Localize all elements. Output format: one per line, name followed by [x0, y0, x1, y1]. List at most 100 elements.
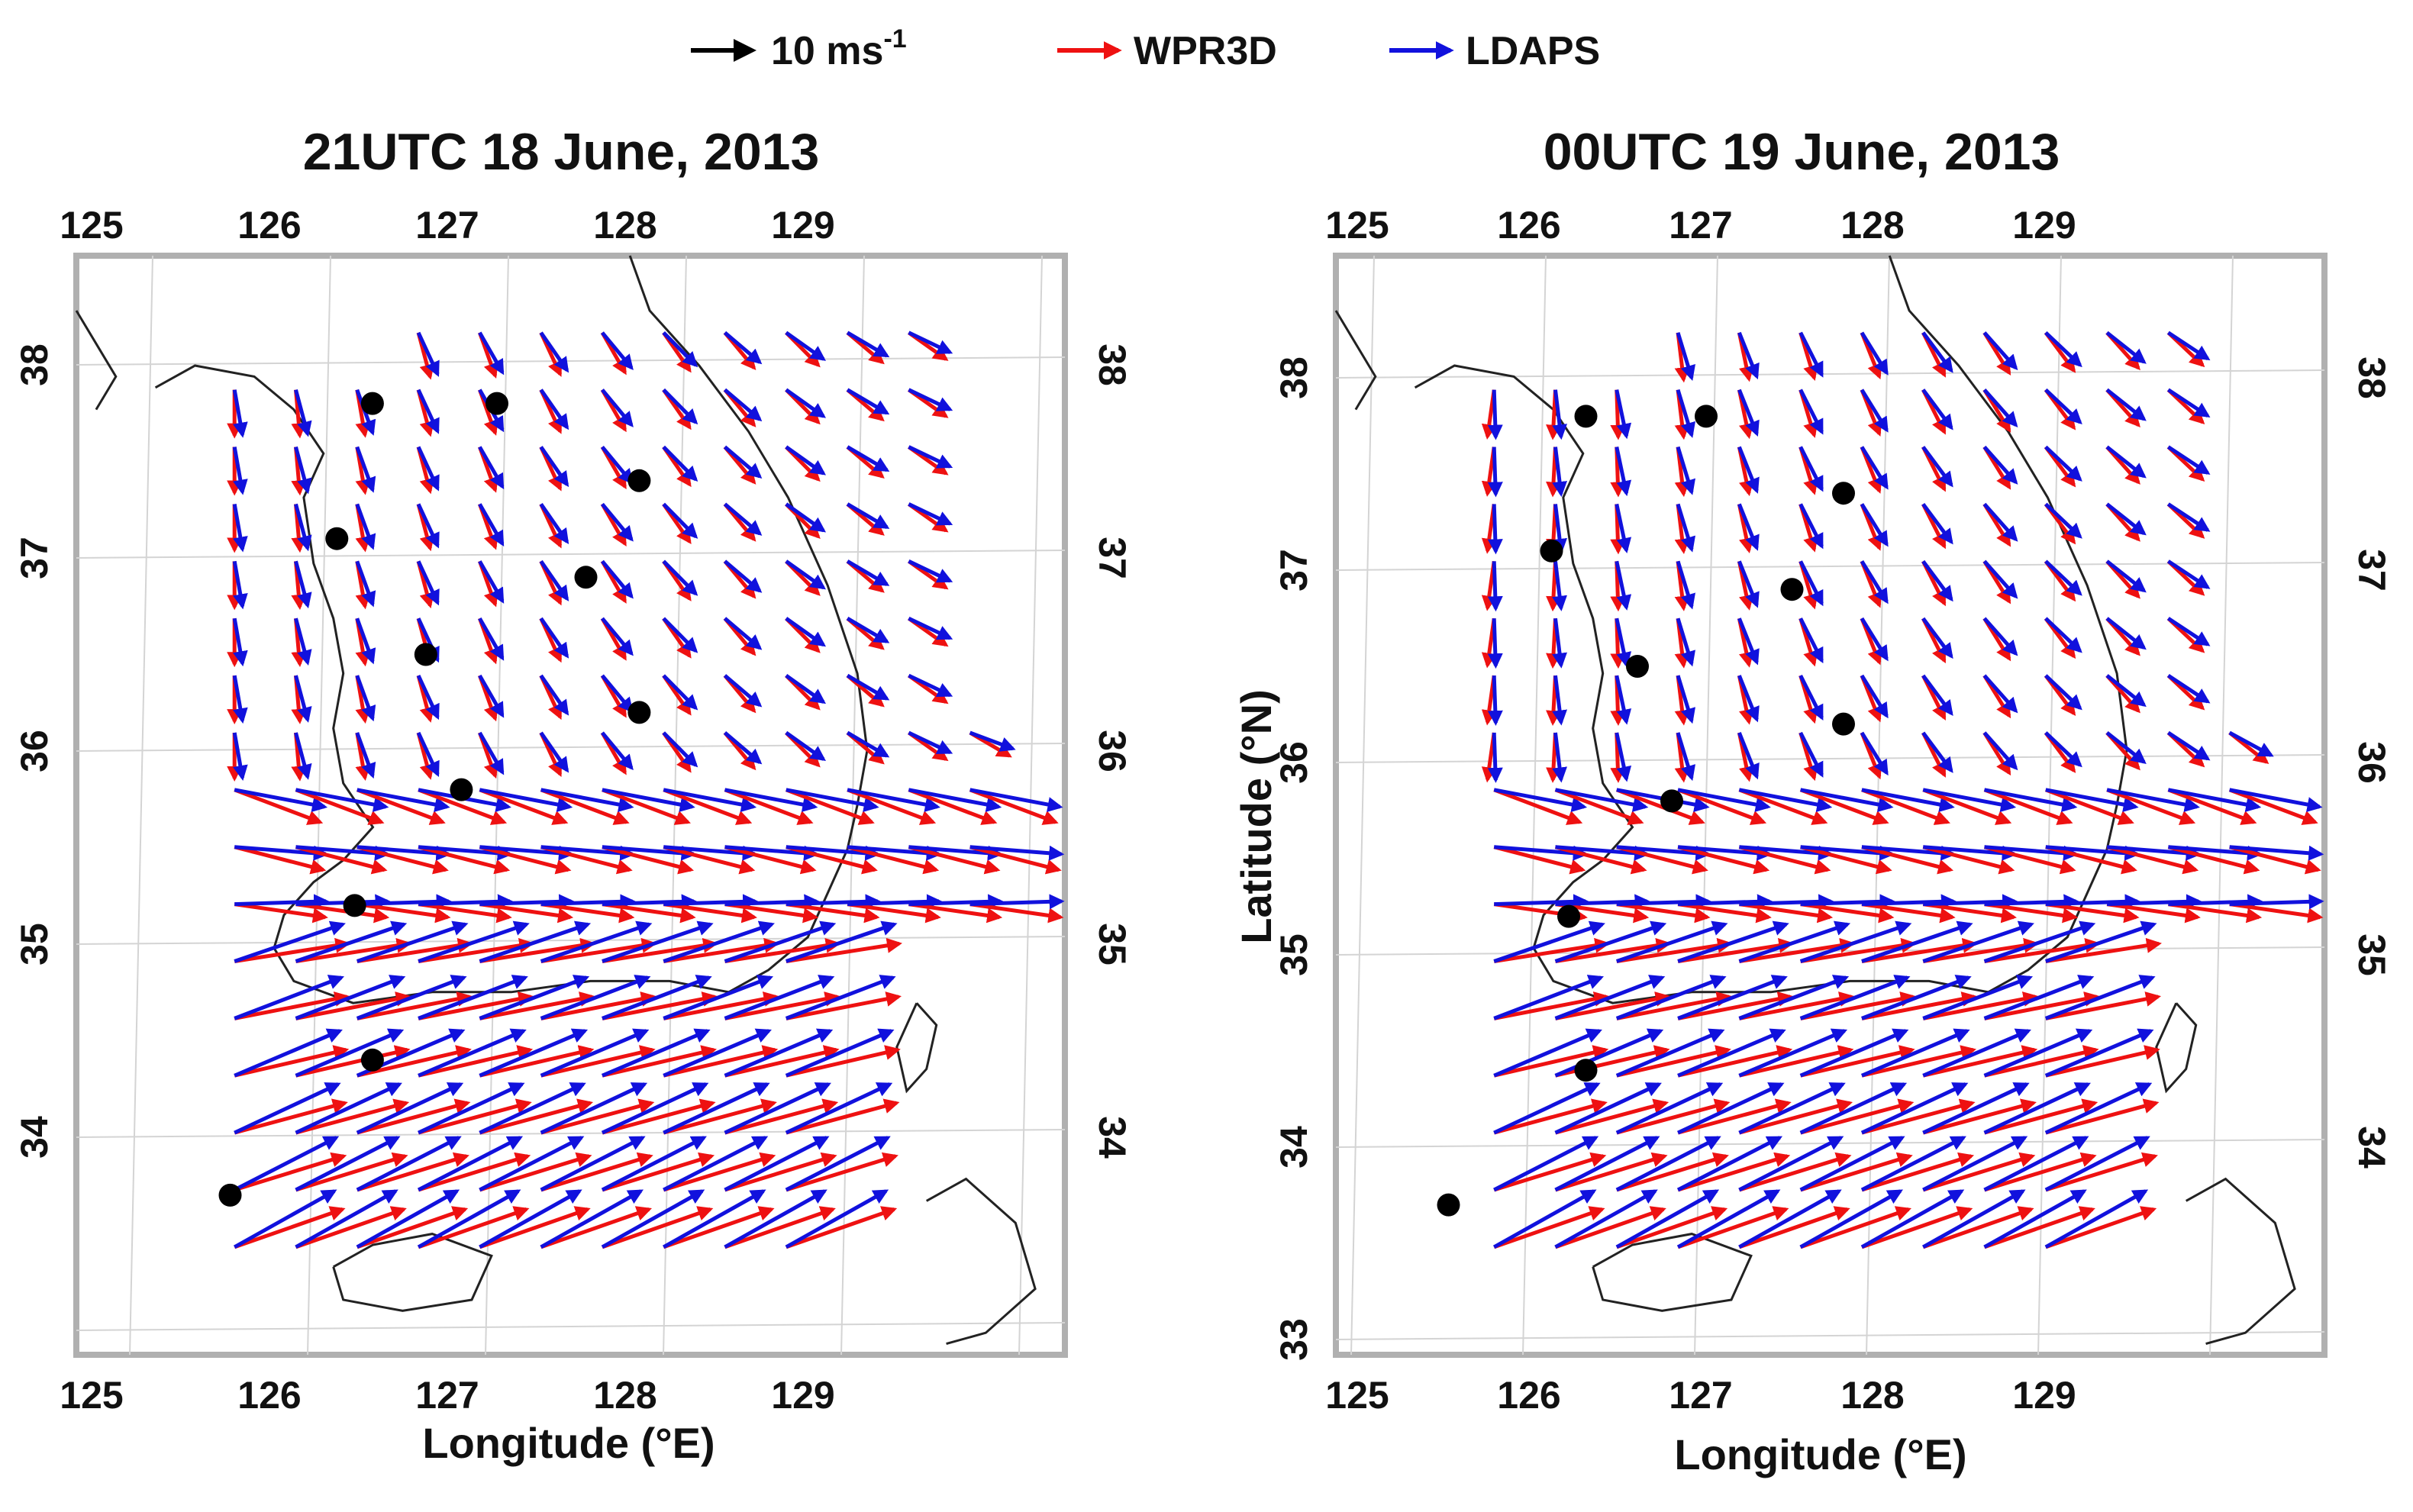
ldaps-vector: [355, 732, 376, 779]
ldaps-vector: [2168, 894, 2263, 910]
ldaps-vector: [2167, 445, 2211, 475]
wpr3d-vector: [1493, 788, 1583, 825]
grid-line-vertical: [129, 255, 153, 1356]
wpr3d-vector: [1554, 1098, 1669, 1135]
ldaps-vector: [786, 894, 881, 910]
ldaps-vector: [908, 330, 953, 354]
wpr3d-vector: [2045, 1152, 2158, 1192]
wpr3d-vector: [356, 788, 446, 825]
ldaps-vector: [723, 445, 763, 479]
wpr3d-vector: [602, 1045, 717, 1078]
wpr3d-vector: [724, 1098, 839, 1135]
ldaps-vector: [908, 845, 1004, 861]
ldaps-vector: [969, 788, 1063, 812]
ldaps-vector: [1861, 920, 1973, 963]
station-marker: [1660, 789, 1683, 813]
ldaps-vector: [232, 675, 248, 724]
ldaps-vector: [1922, 788, 2017, 812]
ldaps-vector: [601, 674, 634, 714]
ldaps-vector: [232, 389, 248, 438]
wpr3d-vector: [1800, 1045, 1915, 1078]
ldaps-vector: [724, 1082, 831, 1135]
ldaps-vector: [785, 975, 896, 1020]
station-marker: [486, 392, 508, 415]
wpr3d-vector: [1677, 1152, 1791, 1192]
ldaps-vector: [416, 731, 440, 778]
ldaps-vector: [2045, 845, 2140, 861]
wpr3d-vector: [540, 937, 657, 963]
wpr3d-vector: [1677, 788, 1767, 825]
wpr3d-vector: [1861, 845, 1954, 875]
ldaps-vector: [539, 388, 569, 430]
wpr3d-vector: [540, 902, 635, 924]
ldaps-vector: [601, 617, 634, 656]
ldaps-vector: [662, 559, 698, 596]
ldaps-vector: [478, 560, 505, 604]
wpr3d-vector: [2045, 902, 2140, 924]
ldaps-vector: [234, 894, 330, 910]
wpr3d-vector: [785, 1206, 898, 1249]
wpr3d-vector: [2045, 991, 2162, 1020]
wpr3d-vector: [1738, 845, 1831, 875]
legend-reference-label: 10 ms: [771, 29, 883, 73]
ldaps-vector: [846, 617, 890, 643]
ldaps-vector: [234, 1028, 343, 1078]
ldaps-vector: [1615, 389, 1632, 440]
ldaps-vector: [2106, 788, 2200, 812]
coastline: [75, 255, 1037, 1346]
x-tick-label-top: 125: [1325, 204, 1389, 247]
wpr3d-vector: [1677, 937, 1795, 963]
wpr3d-vector: [234, 1098, 348, 1135]
ldaps-vector: [846, 330, 890, 358]
ldaps-vector: [418, 894, 514, 910]
wpr3d-vector: [1983, 1206, 2095, 1249]
wpr3d-vector: [1616, 1152, 1729, 1192]
ldaps-vector: [1861, 894, 1957, 910]
y-tick-label-left: 36: [13, 730, 56, 772]
ldaps-vector: [234, 1136, 340, 1192]
ldaps-vector: [1737, 560, 1760, 608]
ldaps-vector: [723, 502, 763, 536]
ldaps-vector: [232, 732, 248, 781]
ldaps-vector: [1737, 331, 1760, 380]
ldaps-vector: [1676, 446, 1695, 495]
ldaps-vector: [601, 1082, 709, 1135]
wpr3d-vector: [540, 788, 630, 825]
ldaps-vector: [540, 920, 653, 963]
ldaps-vector: [1554, 1082, 1662, 1135]
ldaps-vector: [2167, 788, 2262, 812]
ldaps-vector: [1616, 894, 1711, 910]
station-marker: [450, 778, 473, 801]
ldaps-vector: [1921, 446, 1953, 488]
ldaps-vector: [1798, 331, 1824, 378]
ldaps-vector: [908, 559, 953, 583]
ldaps-vector: [663, 975, 774, 1020]
wpr3d-vector: [602, 845, 695, 875]
coastline-segment: [2155, 1002, 2198, 1094]
ldaps-vector: [969, 730, 1016, 752]
ldaps-vector: [478, 331, 505, 376]
ldaps-vector: [786, 920, 898, 963]
ldaps-vector: [416, 388, 440, 434]
ldaps-vector: [2044, 445, 2082, 482]
ldaps-vector: [356, 1136, 462, 1192]
y-tick-label-right: 38: [2350, 356, 2393, 399]
legend-wpr3d-label: WPR3D: [1134, 29, 1277, 73]
wpr3d-vector: [356, 1098, 471, 1135]
ldaps-vector: [356, 1189, 460, 1249]
ldaps-vector: [601, 502, 634, 542]
grid-line-horizontal: [1335, 754, 2325, 763]
ldaps-vector: [355, 617, 376, 665]
station-marker: [218, 1183, 242, 1207]
ldaps-vector: [663, 1136, 769, 1192]
ldaps-vector: [2105, 445, 2147, 479]
wpr3d-vector: [1983, 1045, 2099, 1078]
ldaps-vector: [1487, 389, 1503, 440]
station-marker: [1557, 904, 1580, 928]
ldaps-vector: [294, 389, 312, 437]
ldaps-vector: [478, 674, 505, 718]
ldaps-vector: [1676, 1136, 1783, 1192]
wpr3d-vector: [1799, 1152, 1913, 1192]
ldaps-vector: [1677, 1082, 1785, 1135]
